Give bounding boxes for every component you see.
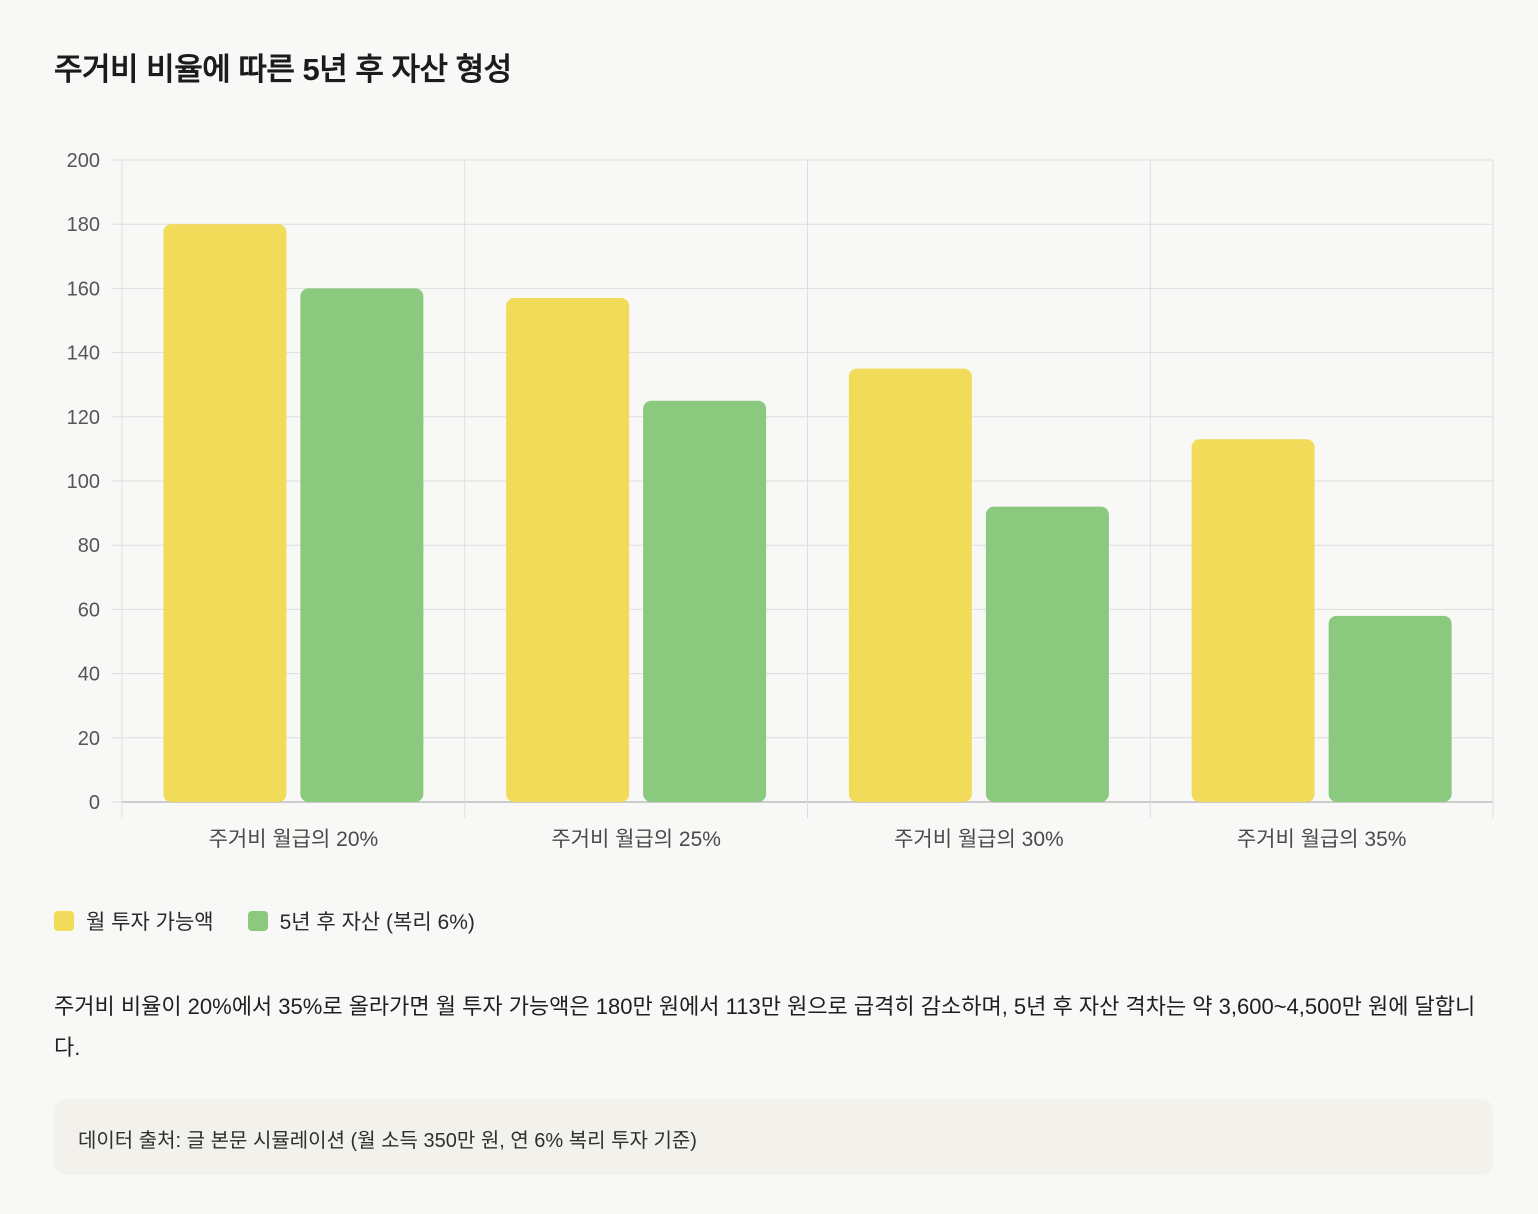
- bar: [506, 298, 630, 802]
- legend-item: 월 투자 가능액: [54, 906, 214, 936]
- y-tick-label: 100: [67, 471, 100, 493]
- y-tick-label: 120: [67, 407, 100, 429]
- bar: [300, 288, 424, 802]
- source-box: 데이터 출처: 글 본문 시뮬레이션 (월 소득 350만 원, 연 6% 복리…: [54, 1099, 1493, 1175]
- x-tick-label: 주거비 월급의 35%: [1237, 828, 1407, 851]
- legend-item: 5년 후 자산 (복리 6%): [247, 906, 475, 936]
- y-tick-label: 20: [78, 728, 100, 750]
- legend-label: 월 투자 가능액: [86, 911, 214, 934]
- bar: [1328, 615, 1452, 802]
- y-tick-label: 60: [78, 599, 100, 621]
- bar: [985, 506, 1109, 802]
- y-tick-label: 140: [67, 343, 100, 365]
- legend-swatch: [54, 911, 74, 931]
- legend-swatch: [247, 911, 268, 931]
- x-tick-label: 주거비 월급의 20%: [209, 828, 379, 851]
- legend-label: 5년 후 자산 (복리 6%): [279, 911, 475, 934]
- y-tick-label: 180: [67, 214, 100, 236]
- bar: [643, 400, 767, 802]
- y-tick-label: 200: [67, 150, 100, 172]
- bar-chart: 0 20 40 60 80 100 120 140 160 180 200 주거비 월급의 20% 주거…: [67, 150, 1494, 851]
- chart-legend: 월 투자 가능액 5년 후 자산 (복리 6%): [54, 906, 475, 936]
- bar: [1191, 439, 1315, 802]
- y-tick-label: 80: [78, 535, 100, 557]
- bar: [848, 368, 972, 802]
- chart-title: 주거비 비율에 따른 5년 후 자산 형성: [54, 52, 512, 87]
- y-tick-label: 160: [67, 278, 100, 300]
- x-tick-label: 주거비 월급의 25%: [551, 828, 721, 851]
- bar: [163, 224, 287, 802]
- x-tick-label: 주거비 월급의 30%: [894, 828, 1064, 851]
- source-text: 데이터 출처: 글 본문 시뮬레이션 (월 소득 350만 원, 연 6% 복리…: [78, 1130, 697, 1152]
- y-tick-label: 40: [78, 664, 100, 686]
- chart-description: 주거비 비율이 20%에서 35%로 올라가면 월 투자 가능액은 180만 원…: [54, 994, 1476, 1060]
- y-tick-label: 0: [89, 792, 100, 814]
